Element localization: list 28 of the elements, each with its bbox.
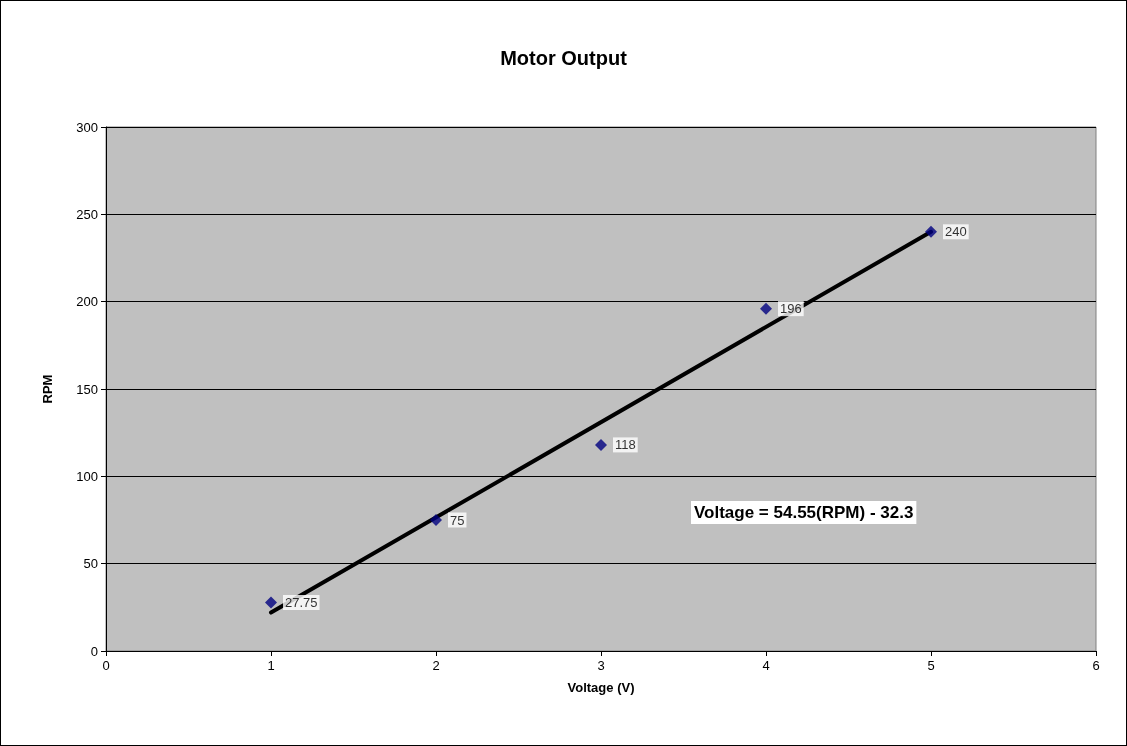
x-tick-label: 4 [762, 658, 770, 673]
y-tick-label: 150 [76, 381, 98, 397]
x-tick-label: 6 [1092, 658, 1100, 673]
y-tick-label: 100 [76, 468, 98, 484]
point [265, 596, 277, 609]
x-tick-label: 0 [102, 658, 110, 673]
point [430, 514, 442, 526]
y-tick-label: 200 [76, 294, 98, 310]
data-label: 240 [945, 224, 967, 240]
data-label: 196 [780, 301, 802, 317]
y-tick-label: 250 [76, 206, 98, 222]
data-label: 27.75 [285, 595, 318, 611]
x-tick-label: 3 [597, 658, 605, 673]
y-axis-title: RPM [40, 374, 55, 404]
y-tick-label: 50 [83, 556, 98, 572]
point [925, 225, 937, 238]
y-tick-label: 300 [76, 119, 98, 135]
chart-title: Motor Output [500, 47, 628, 69]
data-label: 75 [450, 512, 465, 528]
y-tick-label: 0 [90, 643, 98, 659]
x-tick-label: 2 [432, 658, 440, 673]
x-tick-label: 1 [267, 658, 275, 673]
data-label: 118 [615, 437, 636, 453]
x-axis-title: Voltage (V) [567, 680, 635, 695]
point [595, 438, 607, 451]
x-tick-label: 5 [927, 658, 935, 673]
annotation: Voltage = 54.55(RPM) - 32.3 [694, 503, 914, 522]
point [760, 302, 772, 315]
